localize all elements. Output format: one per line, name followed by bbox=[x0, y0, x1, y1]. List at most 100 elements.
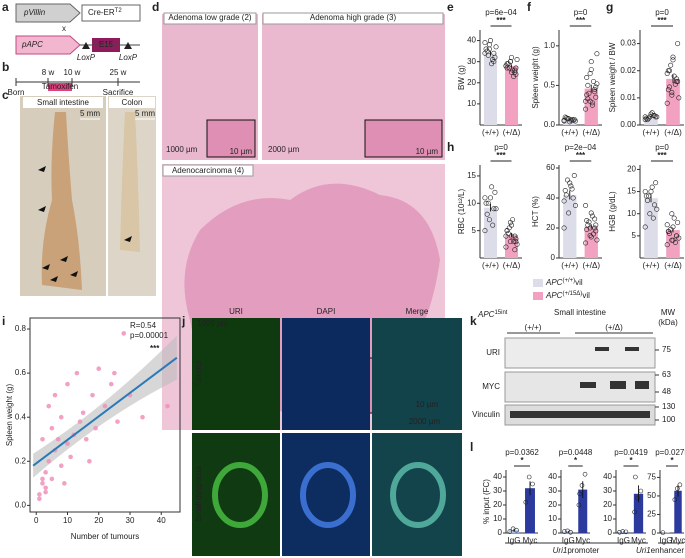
data-point bbox=[55, 436, 61, 442]
structure bbox=[300, 462, 356, 528]
y-axis-label: Spleen weight (g) bbox=[5, 384, 14, 447]
mw-title: (kDa) bbox=[658, 318, 678, 327]
group-label-part: Uri1 bbox=[636, 546, 651, 555]
y-tick-label: 15 bbox=[467, 171, 476, 180]
data-point bbox=[526, 474, 532, 480]
data-point bbox=[485, 200, 491, 206]
data-point bbox=[487, 38, 493, 44]
data-point bbox=[140, 414, 145, 420]
p-value: p=6e−04 bbox=[485, 8, 517, 17]
legend-entry-part: vil bbox=[575, 278, 583, 287]
scale-label: 1000 µm bbox=[166, 145, 198, 154]
y-tick-label: 40 bbox=[548, 472, 557, 481]
data-point bbox=[102, 403, 108, 409]
data-point bbox=[65, 441, 70, 446]
y-axis-label: HGB (g/dL) bbox=[608, 191, 617, 232]
bar bbox=[674, 490, 682, 533]
title-box bbox=[109, 97, 155, 108]
p-value: p=2e−04 bbox=[565, 143, 597, 152]
data-point bbox=[77, 419, 83, 424]
data-point bbox=[492, 189, 498, 195]
data-point bbox=[665, 87, 671, 93]
x-tick-label: (+/Δ) bbox=[664, 128, 682, 137]
data-point bbox=[585, 96, 591, 102]
x-tick-label: 20 bbox=[94, 516, 103, 525]
data-point bbox=[58, 414, 64, 420]
band bbox=[625, 347, 639, 351]
data-point bbox=[650, 215, 656, 221]
significance-stars: *** bbox=[657, 151, 667, 160]
x-tick-label: Myc bbox=[575, 536, 590, 545]
y-tick-label: 0.6 bbox=[15, 368, 27, 377]
data-point bbox=[669, 89, 675, 95]
promoter-label-part: pAPC bbox=[21, 40, 43, 49]
data-point bbox=[589, 213, 595, 219]
data-point bbox=[80, 410, 86, 416]
x-tick-label: Myc bbox=[631, 536, 646, 545]
y-tick-label: 0 bbox=[608, 528, 613, 537]
data-point bbox=[654, 114, 660, 120]
scale-label: 5 mm bbox=[80, 109, 100, 118]
y-tick-label: 30 bbox=[493, 486, 502, 495]
data-point bbox=[561, 225, 567, 231]
data-point bbox=[115, 419, 120, 424]
row-title: Tumour bbox=[194, 360, 203, 388]
data-point bbox=[482, 40, 488, 46]
data-point bbox=[40, 436, 45, 442]
data-point bbox=[570, 117, 576, 123]
x-tick-label: (+/Δ) bbox=[582, 128, 600, 137]
data-point bbox=[165, 403, 170, 409]
scale-label: 10 µm bbox=[230, 147, 253, 156]
data-point bbox=[646, 115, 652, 121]
x-tick-label: (+/Δ) bbox=[503, 261, 521, 270]
panel-label: g bbox=[606, 0, 613, 14]
data-point bbox=[530, 481, 535, 487]
y-axis-label: Spleen weight / BW bbox=[608, 42, 617, 112]
loxp-site bbox=[124, 42, 132, 49]
data-point bbox=[669, 211, 675, 217]
y-tick-label: 0.00 bbox=[620, 120, 636, 129]
data-point bbox=[493, 206, 499, 212]
data-point bbox=[52, 392, 58, 398]
panel-label: b bbox=[2, 60, 9, 74]
data-point bbox=[506, 225, 512, 231]
band bbox=[635, 381, 649, 389]
data-point bbox=[43, 485, 48, 491]
column-title: URI bbox=[229, 307, 243, 316]
data-point bbox=[654, 206, 660, 212]
y-tick-label: 40 bbox=[546, 193, 555, 202]
data-point bbox=[632, 509, 637, 515]
panel-label: l bbox=[470, 440, 473, 454]
x-tick-label: (+/+) bbox=[643, 128, 660, 137]
data-point bbox=[37, 496, 42, 502]
data-point bbox=[486, 217, 492, 223]
y-tick-label: 10 bbox=[603, 514, 612, 523]
x-tick-label: IgG bbox=[660, 536, 673, 545]
x-tick-label: 0 bbox=[34, 516, 39, 525]
tamoxifen-box bbox=[48, 83, 72, 91]
data-point bbox=[561, 198, 567, 204]
data-point bbox=[664, 222, 670, 228]
dapi-image bbox=[282, 318, 370, 430]
y-tick-label: 5 bbox=[472, 226, 477, 235]
promoter-label: pVillin bbox=[23, 8, 46, 17]
tissue bbox=[41, 112, 82, 290]
legend-entry-part: (+/+) bbox=[562, 278, 575, 284]
promoter-label-part: pVillin bbox=[23, 8, 46, 17]
data-point bbox=[93, 425, 98, 431]
x-tick-label: IgG bbox=[508, 536, 521, 545]
data-point bbox=[653, 180, 659, 186]
significance-stars: * bbox=[574, 456, 578, 465]
promoter-label: pAPC bbox=[21, 40, 43, 49]
y-tick-label: 50 bbox=[647, 491, 656, 500]
legend-entry-part: APC bbox=[545, 291, 563, 300]
y-tick-label: 0.8 bbox=[15, 324, 27, 333]
y-tick-label: 20 bbox=[546, 223, 555, 232]
data-point bbox=[562, 529, 567, 534]
data-point bbox=[673, 76, 679, 82]
tissue bbox=[120, 112, 140, 252]
data-point bbox=[514, 527, 519, 533]
p-value: p=0 bbox=[655, 143, 669, 152]
data-point bbox=[121, 331, 127, 336]
y-tick-label: 40 bbox=[493, 472, 502, 481]
